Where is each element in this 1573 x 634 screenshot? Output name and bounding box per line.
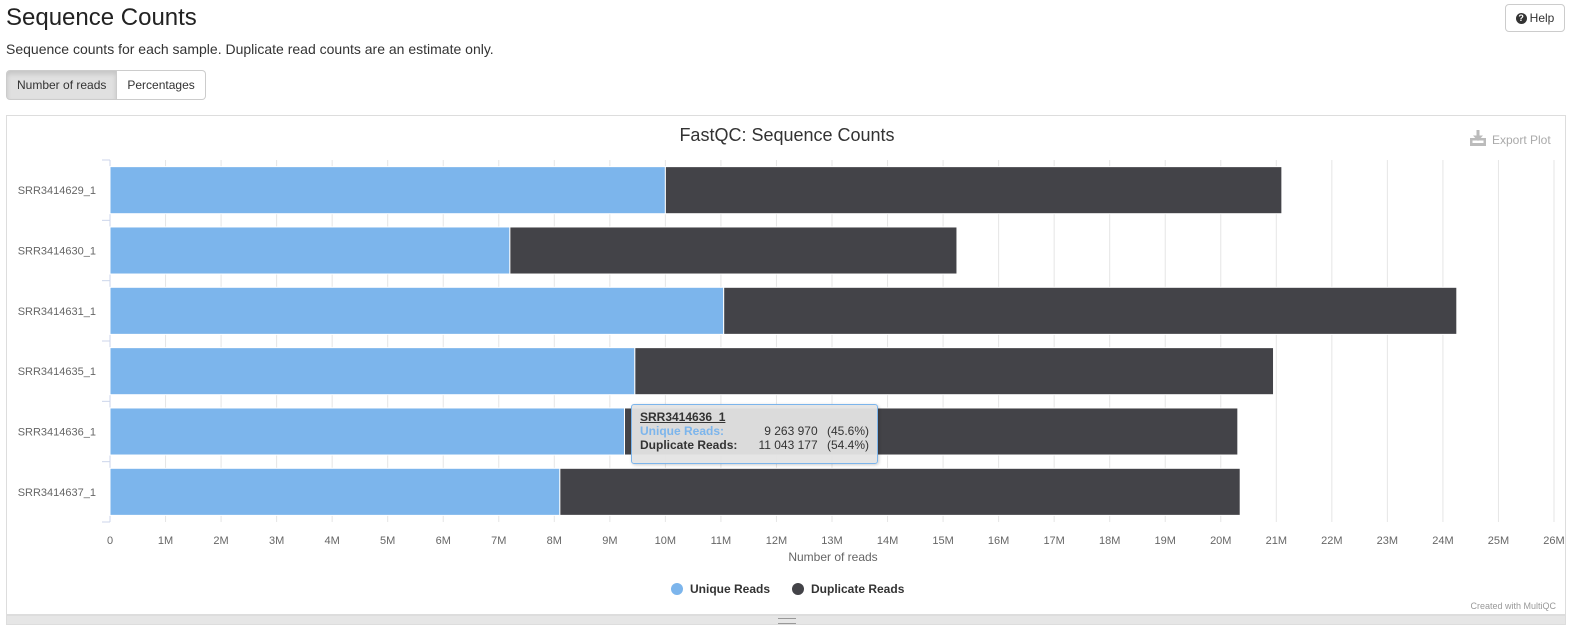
legend: Unique Reads Duplicate Reads: [671, 582, 905, 596]
question-circle-icon: ?: [1515, 12, 1527, 24]
x-tick-label: 3M: [269, 535, 284, 547]
plot-container: FastQC: Sequence Counts Export Plot SRR3…: [6, 115, 1566, 615]
chart-tooltip: SRR3414636_1 Unique Reads: 9 263 970 (45…: [631, 404, 878, 464]
x-tick-label: 14M: [877, 535, 898, 547]
x-tick-label: 15M: [932, 535, 953, 547]
bar-duplicate-reads[interactable]: [634, 347, 1275, 396]
tooltip-value: 9 263 970: [764, 424, 818, 438]
x-tick-label: 25M: [1488, 535, 1509, 547]
plot-toggle-group: Number of reads Percentages: [6, 70, 206, 100]
x-tick-label: 20M: [1210, 535, 1231, 547]
percentages-button[interactable]: Percentages: [117, 70, 206, 100]
page-title: Sequence Counts: [6, 4, 197, 31]
y-tick-label: SRR3414637_1: [18, 487, 96, 499]
bar-unique-reads[interactable]: [109, 226, 511, 275]
x-tick-label: 4M: [325, 535, 340, 547]
multiqc-credit[interactable]: Created with MultiQC: [1470, 601, 1556, 611]
x-tick-label: 21M: [1266, 535, 1287, 547]
bar-unique-reads[interactable]: [109, 347, 636, 396]
tooltip-row-unique: Unique Reads: 9 263 970 (45.6%): [640, 424, 869, 438]
x-tick-label: 0: [107, 535, 113, 547]
y-tick-label: SRR3414630_1: [18, 246, 96, 258]
number-of-reads-button[interactable]: Number of reads: [6, 70, 118, 100]
x-tick-label: 9M: [602, 535, 617, 547]
x-tick-label: 1M: [158, 535, 173, 547]
export-plot-label: Export Plot: [1492, 133, 1551, 147]
bar-duplicate-reads[interactable]: [723, 286, 1458, 335]
x-tick-label: 11M: [711, 535, 732, 547]
bar-unique-reads[interactable]: [109, 286, 725, 335]
x-tick-label: 18M: [1099, 535, 1120, 547]
y-tick-label: SRR3414629_1: [18, 185, 96, 197]
tooltip-percent: (54.4%): [826, 438, 869, 452]
x-tick-label: 2M: [213, 535, 228, 547]
legend-label-unique-reads: Unique Reads: [690, 582, 770, 596]
legend-label-duplicate-reads: Duplicate Reads: [811, 582, 905, 596]
y-tick-label: SRR3414636_1: [18, 427, 96, 439]
tooltip-value: 11 043 177: [758, 438, 818, 452]
legend-marker-duplicate-reads: [792, 583, 804, 595]
x-tick-label: 19M: [1155, 535, 1176, 547]
y-tick-label: SRR3414635_1: [18, 366, 96, 378]
legend-marker-unique-reads: [671, 583, 683, 595]
chart-title: FastQC: Sequence Counts: [679, 125, 894, 145]
tooltip-percent: (45.6%): [826, 424, 869, 438]
download-icon: [1470, 130, 1486, 146]
export-plot-button[interactable]: Export Plot: [1470, 130, 1551, 147]
bar-chart: FastQC: Sequence Counts Export Plot SRR3…: [18, 125, 1565, 611]
tooltip-series-name: Unique Reads:: [640, 424, 725, 438]
bar-duplicate-reads[interactable]: [559, 467, 1241, 516]
x-tick-label: 10M: [655, 535, 676, 547]
x-tick-label: 23M: [1377, 535, 1398, 547]
bar-unique-reads[interactable]: [109, 407, 626, 456]
bar-unique-reads[interactable]: [109, 166, 666, 215]
x-tick-label: 6M: [436, 535, 451, 547]
x-tick-label: 17M: [1043, 535, 1064, 547]
bar-duplicate-reads[interactable]: [664, 166, 1283, 215]
bar-unique-reads[interactable]: [109, 467, 561, 516]
legend-item-unique-reads[interactable]: Unique Reads: [671, 582, 770, 596]
x-axis-title: Number of reads: [788, 550, 877, 564]
x-tick-label: 22M: [1321, 535, 1342, 547]
legend-item-duplicate-reads[interactable]: Duplicate Reads: [792, 582, 905, 596]
help-button[interactable]: ? Help: [1505, 4, 1565, 32]
x-tick-label: 7M: [491, 535, 506, 547]
x-tick-label: 24M: [1432, 535, 1453, 547]
x-tick-label: 5M: [380, 535, 395, 547]
y-tick-label: SRR3414631_1: [18, 306, 96, 318]
resize-grip-icon: [778, 618, 796, 624]
tooltip-row-duplicate: Duplicate Reads: 11 043 177 (54.4%): [640, 438, 869, 452]
x-tick-label: 8M: [547, 535, 562, 547]
x-tick-label: 12M: [766, 535, 787, 547]
x-tick-label: 26M: [1543, 535, 1564, 547]
tooltip-sample-name: SRR3414636_1: [640, 410, 726, 424]
section-description: Sequence counts for each sample. Duplica…: [6, 41, 494, 57]
help-button-label: Help: [1529, 11, 1555, 25]
plot-resize-handle[interactable]: [6, 615, 1566, 625]
x-tick-label: 16M: [988, 535, 1009, 547]
tooltip-series-name: Duplicate Reads:: [640, 438, 738, 452]
x-tick-label: 13M: [821, 535, 842, 547]
bar-duplicate-reads[interactable]: [509, 226, 958, 275]
